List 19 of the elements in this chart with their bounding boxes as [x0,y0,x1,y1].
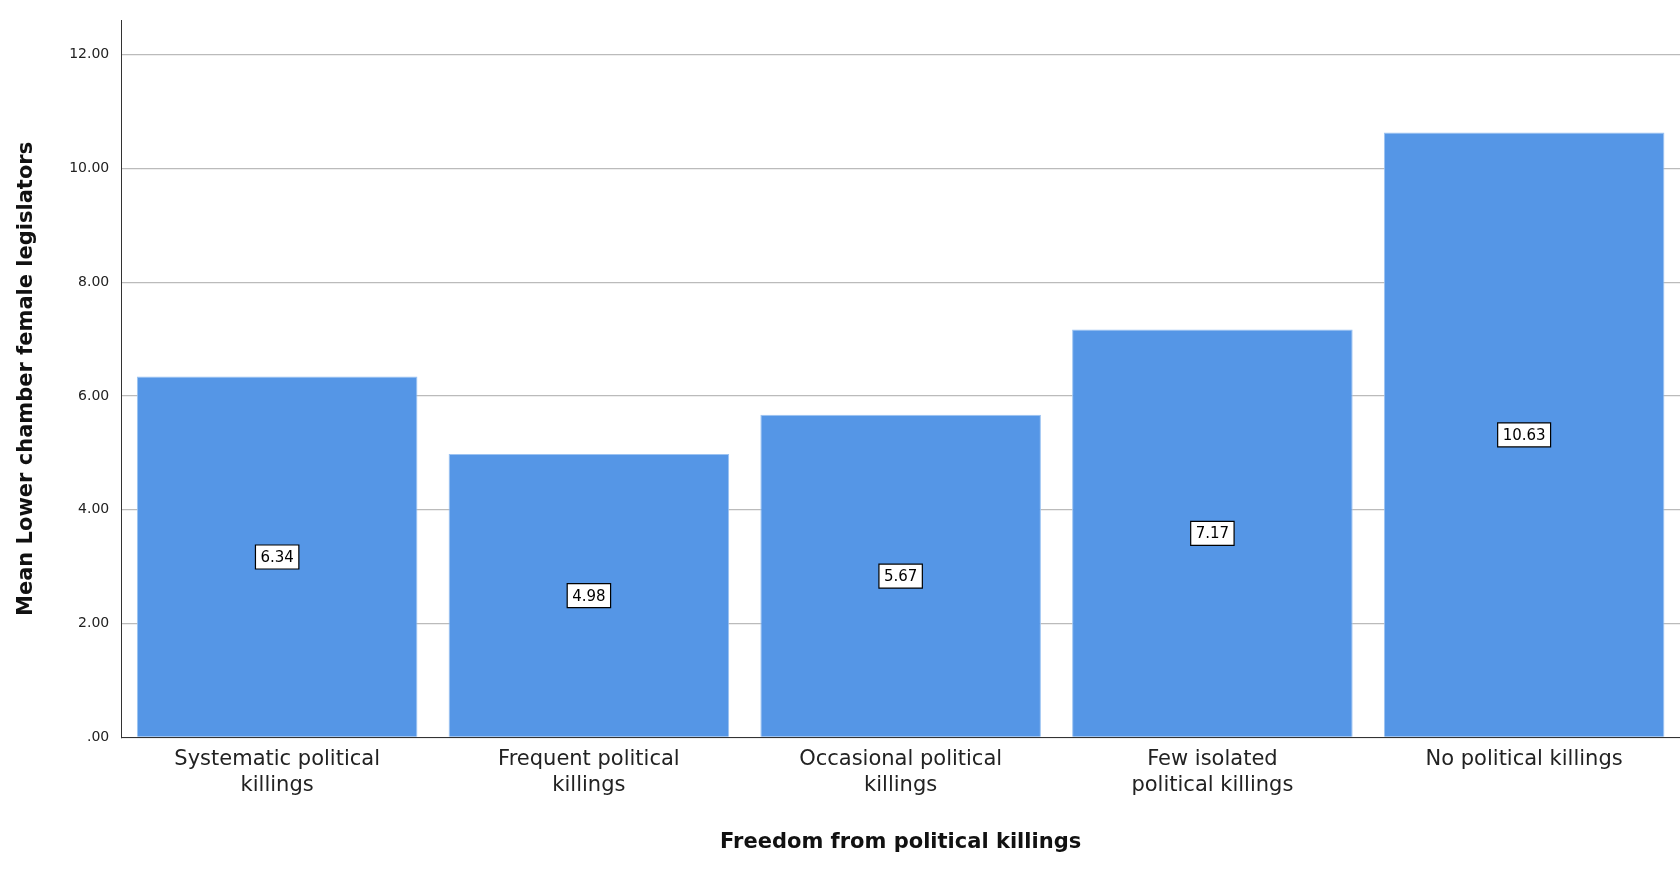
x-tick-label: Frequent political killings [498,746,680,796]
y-tick-label: 8.00 [78,272,110,289]
data-label: 4.98 [572,586,606,605]
data-label: 6.34 [260,547,294,566]
data-label: 10.63 [1502,425,1546,444]
y-tick-label: 2.00 [78,614,110,631]
x-tick-label: Systematic political killings [174,746,380,796]
y-tick-label: .00 [87,728,110,745]
y-axis-title: Mean Lower chamber female legislators [13,141,38,616]
data-label: 7.17 [1195,524,1230,543]
y-tick-label: 12.00 [69,45,110,62]
y-tick-label: 4.00 [78,500,110,517]
x-tick-label: Occasional political killings [799,746,1003,796]
x-tick-label: Few isolated political killings [1131,746,1294,796]
x-tick-label: No political killings [1425,746,1623,771]
y-tick-label: 6.00 [78,386,110,403]
y-tick-label: 10.00 [69,158,110,175]
x-axis-title: Freedom from political killings [720,828,1082,853]
data-label: 5.67 [883,566,918,585]
